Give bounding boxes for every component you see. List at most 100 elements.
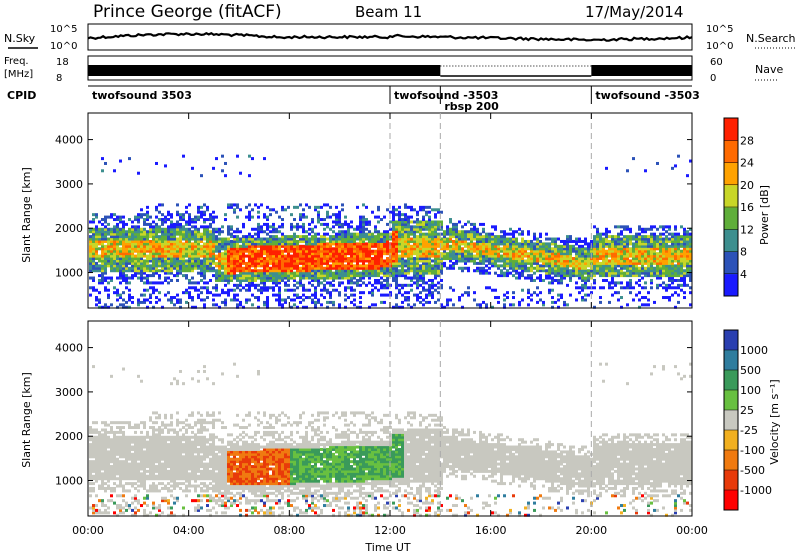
- heatmap-cell: [320, 303, 323, 306]
- heatmap-cell: [515, 230, 518, 233]
- heatmap-cell: [602, 286, 605, 289]
- heatmap-cell: [686, 174, 689, 177]
- heatmap-cell: [101, 228, 104, 231]
- heatmap-cell: [245, 216, 248, 219]
- heatmap-cell: [365, 242, 368, 245]
- heatmap-cell: [629, 259, 632, 262]
- heatmap-cell: [533, 242, 536, 245]
- heatmap-cell: [326, 289, 329, 292]
- heatmap-cell: [263, 238, 266, 241]
- heatmap-cell: [659, 284, 662, 287]
- heatmap-cell: [230, 203, 233, 206]
- heatmap-cell: [407, 291, 410, 294]
- heatmap-cell: [305, 289, 308, 292]
- heatmap-cell: [263, 157, 266, 160]
- heatmap-cell: [107, 216, 110, 219]
- heatmap-cell: [104, 286, 107, 289]
- heatmap-cell: [245, 255, 248, 258]
- heatmap-cell: [92, 428, 95, 431]
- heatmap-cell: [638, 284, 641, 287]
- heatmap-cell: [419, 291, 422, 294]
- heatmap-cell: [275, 211, 278, 214]
- heatmap-cell: [536, 286, 539, 289]
- heatmap-cell: [365, 233, 368, 236]
- heatmap-cell: [185, 274, 188, 277]
- heatmap-cell: [302, 208, 305, 211]
- heatmap-cell: [149, 216, 152, 219]
- heatmap-cell: [224, 238, 227, 241]
- heatmap-cell: [254, 233, 257, 236]
- heatmap-cell: [668, 233, 671, 236]
- heatmap-cell: [329, 235, 332, 238]
- heatmap-cell: [209, 230, 212, 233]
- heatmap-cell: [410, 206, 413, 209]
- heatmap-cell: [140, 208, 143, 211]
- heatmap-cell: [350, 225, 353, 228]
- heatmap-cell: [221, 155, 224, 158]
- heatmap-cell: [509, 272, 512, 275]
- heatmap-cell: [113, 225, 116, 228]
- heatmap-cell: [377, 220, 380, 223]
- heatmap-cell: [551, 247, 554, 250]
- heatmap-cell: [434, 220, 437, 223]
- heatmap-cell: [545, 238, 548, 241]
- heatmap-cell: [401, 294, 404, 297]
- heatmap-cell: [479, 233, 482, 236]
- heatmap-cell: [449, 264, 452, 267]
- heatmap-cell: [314, 286, 317, 289]
- heatmap-cell: [122, 298, 125, 301]
- heatmap-cell: [638, 225, 641, 228]
- heatmap-cell: [641, 286, 644, 289]
- heatmap-cell: [539, 274, 542, 277]
- heatmap-cell: [488, 267, 491, 270]
- colorbar-swatch: [724, 274, 738, 297]
- heatmap-cell: [272, 208, 275, 211]
- heatmap-cell: [644, 235, 647, 238]
- heatmap-cell: [101, 433, 104, 436]
- heatmap-cell: [203, 242, 206, 245]
- heatmap-cell: [248, 155, 251, 158]
- heatmap-cell: [428, 301, 431, 304]
- heatmap-cell: [122, 216, 125, 219]
- heatmap-cell: [290, 298, 293, 301]
- heatmap-cell: [170, 279, 173, 282]
- heatmap-cell: [575, 286, 578, 289]
- heatmap-cell: [359, 272, 362, 275]
- heatmap-cell: [611, 286, 614, 289]
- heatmap-cell: [233, 230, 236, 233]
- heatmap-cell: [428, 211, 431, 214]
- heatmap-cell: [572, 240, 575, 243]
- heatmap-cell: [665, 230, 668, 233]
- heatmap-cell: [311, 298, 314, 301]
- heatmap-cell: [353, 294, 356, 297]
- heatmap-cell: [398, 289, 401, 292]
- heatmap-cell: [626, 225, 629, 228]
- heatmap-cell: [155, 281, 158, 284]
- heatmap-cell: [560, 240, 563, 243]
- heatmap-cell: [143, 218, 146, 221]
- heatmap-cell: [641, 277, 644, 280]
- heatmap-cell: [125, 301, 128, 304]
- heatmap-cell: [95, 428, 98, 431]
- heatmap-cell: [425, 233, 428, 236]
- heatmap-cell: [236, 294, 239, 297]
- heatmap-cell: [410, 284, 413, 287]
- heatmap-cell: [617, 281, 620, 284]
- heatmap-cell: [200, 245, 203, 248]
- heatmap-cell: [164, 277, 167, 280]
- nsky-scale-bottom: 10^0: [50, 41, 77, 52]
- heatmap-cell: [356, 225, 359, 228]
- heatmap-cell: [104, 509, 107, 512]
- heatmap-cell: [635, 281, 638, 284]
- heatmap-cell: [509, 228, 512, 231]
- heatmap-cell: [293, 289, 296, 292]
- heatmap-cell: [284, 255, 287, 258]
- heatmap-cell: [224, 284, 227, 287]
- heatmap-cell: [473, 291, 476, 294]
- heatmap-cell: [479, 223, 482, 226]
- heatmap-cell: [245, 262, 248, 265]
- heatmap-cell: [215, 269, 218, 272]
- heatmap-cell: [530, 298, 533, 301]
- heatmap-cell: [188, 203, 191, 206]
- heatmap-cell: [413, 294, 416, 297]
